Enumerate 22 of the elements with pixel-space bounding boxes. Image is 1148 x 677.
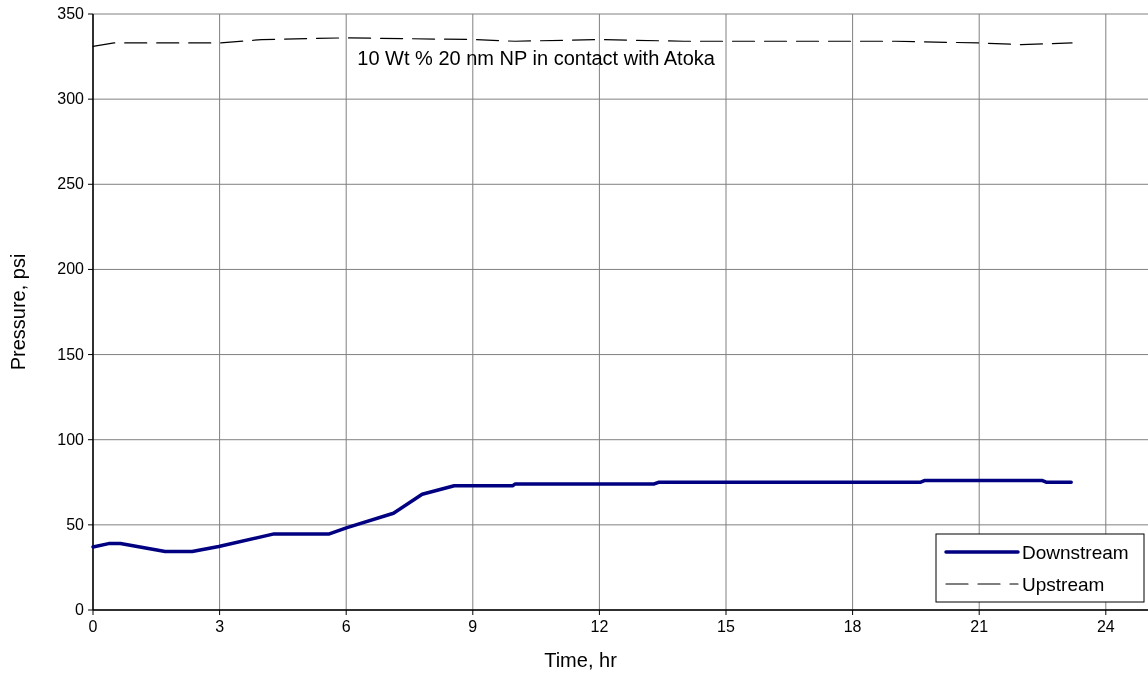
y-tick-label: 250 <box>57 175 85 193</box>
y-tick-label: 0 <box>75 601 85 618</box>
x-tick-label: 24 <box>1096 618 1115 635</box>
legend-label: Downstream <box>1022 542 1129 563</box>
x-tick-label: 3 <box>215 618 225 635</box>
y-axis-title: Pressure, psi <box>7 253 29 371</box>
x-tick-label: 6 <box>341 618 351 635</box>
y-tick-label: 150 <box>57 345 85 363</box>
y-tick-label: 350 <box>57 5 85 22</box>
x-tick-label: 9 <box>468 618 478 635</box>
x-tick-label: 15 <box>717 618 735 635</box>
x-axis-title: Time, hr <box>544 649 618 671</box>
y-tick-label: 100 <box>57 430 85 448</box>
y-tick-label: 50 <box>66 515 85 533</box>
x-tick-label: 12 <box>590 618 609 635</box>
y-tick-label: 200 <box>57 260 85 278</box>
y-tick-label: 300 <box>57 90 85 108</box>
x-tick-label: 18 <box>843 618 862 635</box>
annotation: 10 Wt % 20 nm NP in contact with Atoka <box>357 46 716 69</box>
legend-label: Upstream <box>1022 574 1105 595</box>
x-tick-label: 0 <box>88 618 98 635</box>
x-tick-label: 21 <box>970 618 989 635</box>
